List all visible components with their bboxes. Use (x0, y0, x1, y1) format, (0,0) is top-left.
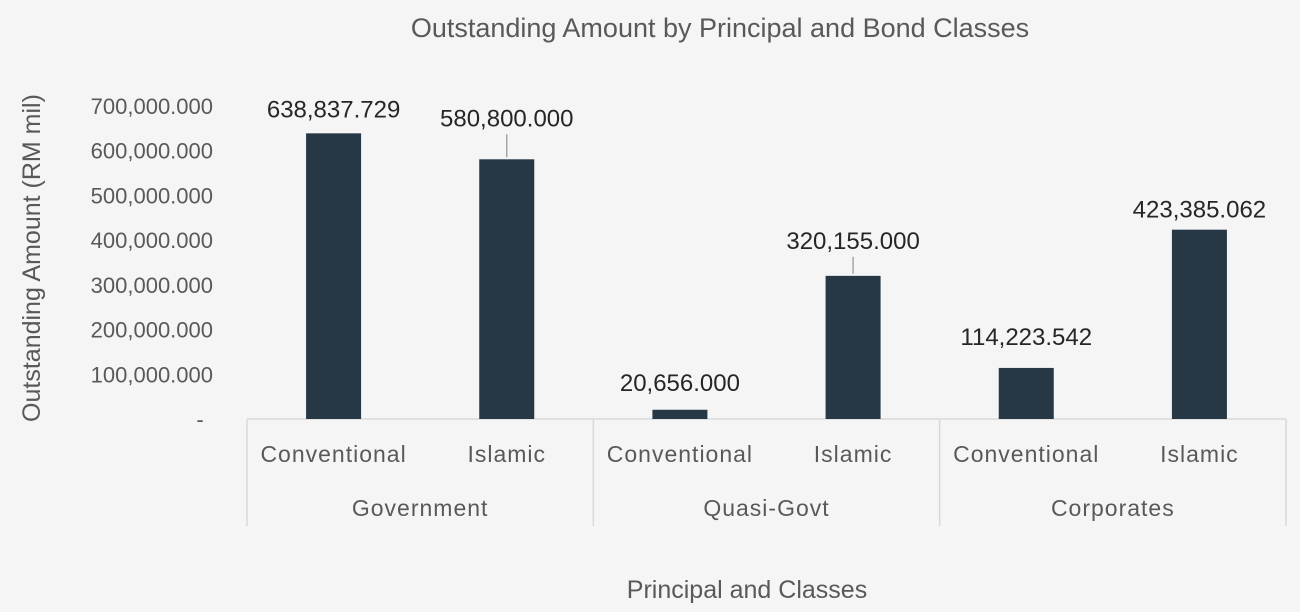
y-tick-label: 100,000.000 (91, 362, 213, 387)
data-label: 638,837.729 (267, 96, 400, 123)
x-axis-title: Principal and Classes (627, 576, 867, 604)
x-category-label: Conventional (953, 441, 1099, 467)
y-tick-label: 300,000.000 (91, 273, 213, 298)
x-group-label: Corporates (1051, 495, 1175, 521)
data-label: 580,800.000 (440, 105, 573, 132)
data-label: 320,155.000 (786, 228, 919, 255)
y-tick-label: - (196, 407, 203, 432)
bar (825, 275, 881, 419)
bar (1171, 229, 1227, 419)
bars (306, 133, 1227, 419)
y-tick-label: 500,000.000 (91, 183, 213, 208)
x-axis: Conventional Islamic Government Conventiona… (246, 418, 1287, 526)
y-tick-label: 600,000.000 (91, 139, 213, 164)
bar (652, 409, 708, 419)
y-tick-label: 700,000.000 (91, 94, 213, 119)
y-axis-ticks: - 100,000.000 200,000.000 300,000.000 400,00… (91, 94, 213, 432)
y-tick-label: 400,000.000 (91, 228, 213, 253)
data-labels: 638,837.729 580,800.000 20,656.000 320,155.… (267, 96, 1266, 396)
data-label: 20,656.000 (620, 370, 740, 397)
y-tick-label: 200,000.000 (91, 318, 213, 343)
bar (306, 133, 362, 419)
bar (479, 159, 535, 419)
x-category-label: Islamic (814, 441, 893, 467)
x-category-label: Conventional (607, 441, 753, 467)
bar (998, 367, 1054, 419)
data-label: 114,223.542 (960, 324, 1092, 351)
x-group-label: Government (352, 495, 489, 521)
x-category-label: Islamic (467, 441, 546, 467)
chart-title: Outstanding Amount by Principal and Bond… (411, 13, 1029, 43)
y-axis-title: Outstanding Amount (RM mil) (18, 94, 46, 422)
data-label: 423,385.062 (1133, 197, 1266, 224)
x-category-label: Islamic (1160, 441, 1239, 467)
x-category-label: Conventional (260, 441, 406, 467)
x-group-label: Quasi-Govt (703, 495, 829, 521)
